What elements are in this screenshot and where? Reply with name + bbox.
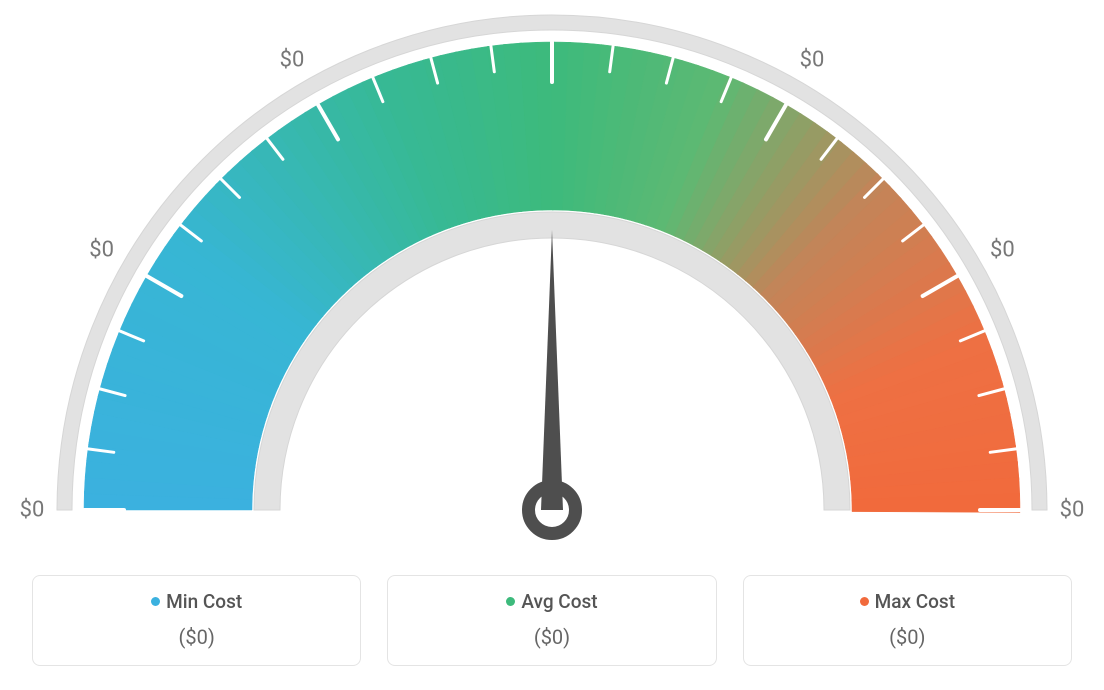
legend-value-avg: ($0) — [398, 625, 705, 649]
legend-label-avg: Avg Cost — [521, 590, 597, 613]
legend-dot-min — [151, 597, 160, 606]
legend-title-avg: Avg Cost — [398, 590, 705, 613]
legend-title-min: Min Cost — [43, 590, 350, 613]
legend-label-max: Max Cost — [875, 590, 955, 613]
legend-row: Min Cost ($0) Avg Cost ($0) Max Cost ($0… — [32, 575, 1072, 666]
gauge-axis-label: $0 — [540, 0, 565, 3]
legend-card-max: Max Cost ($0) — [743, 575, 1072, 666]
legend-dot-max — [860, 597, 869, 606]
gauge-axis-label: $0 — [89, 238, 114, 263]
legend-label-min: Min Cost — [166, 590, 242, 613]
gauge-axis-label: $0 — [20, 498, 45, 523]
legend-value-max: ($0) — [754, 625, 1061, 649]
legend-value-min: ($0) — [43, 625, 350, 649]
gauge-chart: $0 $0 $0 $0 $0 $0 $0 — [0, 0, 1104, 560]
legend-card-avg: Avg Cost ($0) — [387, 575, 716, 666]
gauge-axis-label: $0 — [1060, 498, 1085, 523]
gauge-axis-label: $0 — [800, 47, 825, 72]
legend-title-max: Max Cost — [754, 590, 1061, 613]
gauge-axis-label: $0 — [280, 47, 305, 72]
legend-card-min: Min Cost ($0) — [32, 575, 361, 666]
gauge-axis-label: $0 — [990, 238, 1015, 263]
gauge-svg — [0, 0, 1104, 560]
legend-dot-avg — [506, 597, 515, 606]
